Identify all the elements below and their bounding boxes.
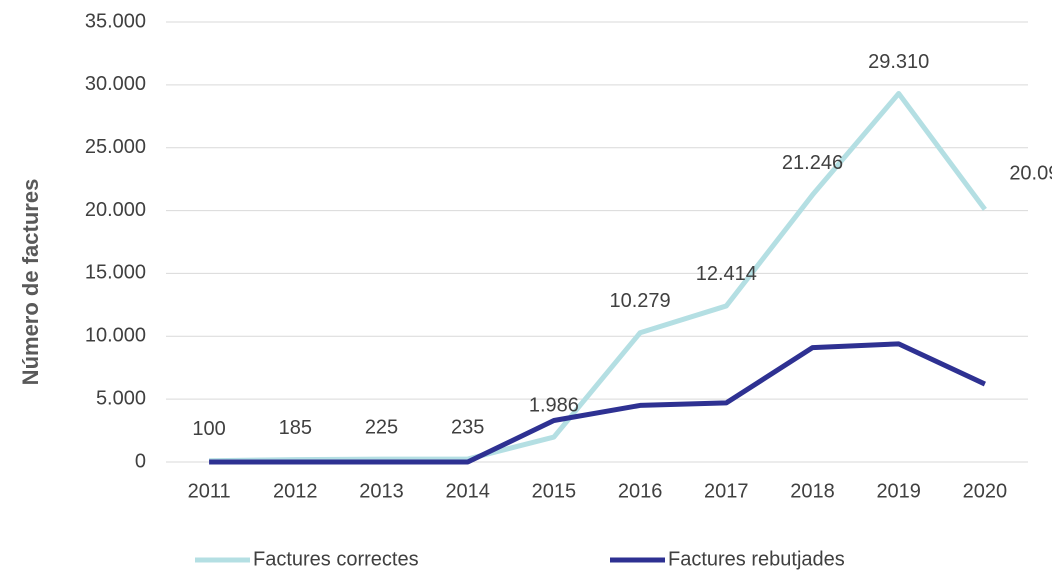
data-label: 1.986 — [529, 394, 579, 416]
y-tick-label: 15.000 — [85, 262, 146, 284]
data-label: 185 — [279, 417, 312, 439]
series-line — [209, 341, 986, 465]
x-tick-label: 2014 — [445, 480, 490, 502]
y-tick-label: 20.000 — [85, 199, 146, 221]
y-tick-label: 35.000 — [85, 10, 146, 32]
y-tick-label: 5.000 — [96, 387, 146, 409]
x-tick-label: 2020 — [963, 480, 1008, 502]
x-tick-label: 2013 — [359, 480, 404, 502]
x-tick-label: 2019 — [876, 480, 921, 502]
data-label: 20.099 — [1009, 163, 1052, 185]
x-tick-label: 2017 — [704, 480, 749, 502]
data-label: 235 — [451, 416, 484, 438]
y-tick-label: 25.000 — [85, 136, 146, 158]
data-label: 29.310 — [868, 51, 929, 73]
data-label: 21.246 — [782, 152, 843, 174]
x-tick-label: 2011 — [188, 480, 231, 502]
data-label: 225 — [365, 416, 398, 438]
y-tick-label: 30.000 — [85, 73, 146, 95]
series-line — [209, 91, 987, 464]
data-label: 12.414 — [696, 263, 757, 285]
data-label: 100 — [192, 418, 225, 440]
x-tick-label: 2016 — [618, 480, 663, 502]
x-tick-label: 2012 — [273, 480, 318, 502]
x-tick-label: 2018 — [790, 480, 835, 502]
data-label: 10.279 — [610, 290, 671, 312]
x-tick-label: 2015 — [532, 480, 577, 502]
y-tick-label: 0 — [135, 450, 146, 472]
legend-label: Factures rebutjades — [668, 548, 845, 570]
y-tick-label: 10.000 — [85, 325, 146, 347]
legend-label: Factures correctes — [253, 548, 419, 570]
y-axis-label: Número de factures — [18, 179, 43, 386]
